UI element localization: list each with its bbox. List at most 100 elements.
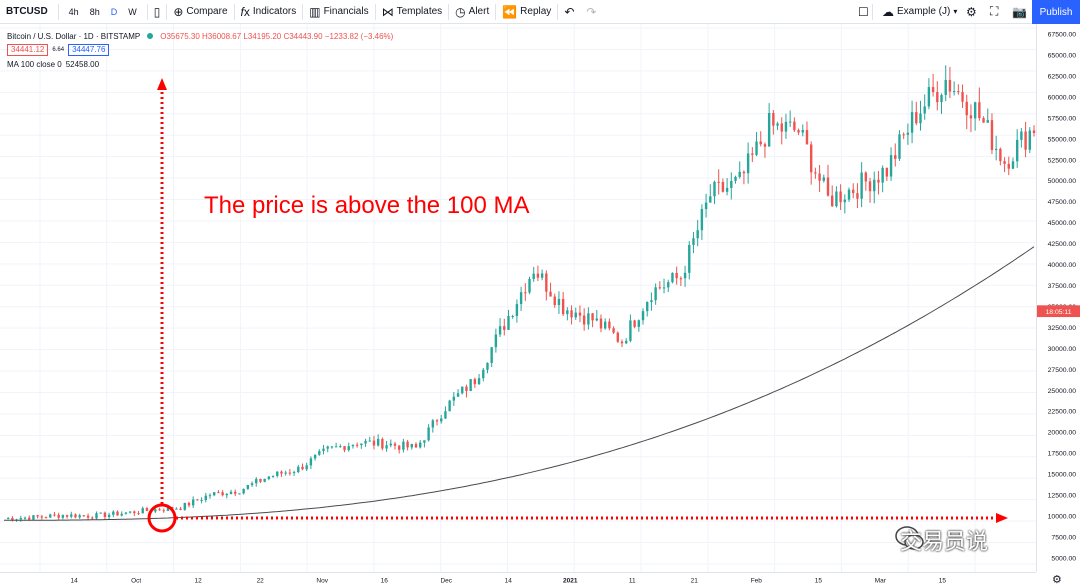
candle-body bbox=[536, 273, 540, 278]
candle-body bbox=[641, 311, 645, 321]
legend-ma-row[interactable]: MA 100 close 0 52458.00 bbox=[7, 57, 393, 71]
candle-body bbox=[288, 472, 292, 474]
alert-button[interactable]: ◷ Alert bbox=[449, 0, 495, 24]
fullscreen-toggle[interactable]: ☐ bbox=[852, 0, 875, 24]
compare-button[interactable]: ⊕ Compare bbox=[167, 0, 233, 24]
legend-quote-row: 34441.12 6.64 34447.76 bbox=[7, 43, 393, 57]
current-price-label: 18:05:11 bbox=[1045, 309, 1071, 316]
candle-body bbox=[784, 121, 788, 132]
candle-body bbox=[566, 310, 569, 315]
candle-body bbox=[683, 272, 687, 279]
current-price-marker bbox=[1037, 305, 1080, 318]
gear-icon[interactable]: ⚙ bbox=[1052, 574, 1062, 586]
candle-body bbox=[70, 514, 73, 517]
symbol-search[interactable]: BTCUSD bbox=[6, 6, 48, 17]
replay-button[interactable]: ⏪ Replay bbox=[496, 0, 557, 24]
candle-body bbox=[889, 155, 893, 177]
price-tick-label: 12500.00 bbox=[1048, 493, 1077, 500]
bid-price[interactable]: 34441.12 bbox=[7, 44, 49, 56]
candle-body bbox=[23, 517, 27, 519]
resolution-8h[interactable]: 8h bbox=[89, 6, 100, 17]
candle-body bbox=[839, 191, 842, 203]
candle-body bbox=[372, 440, 376, 446]
candle-body bbox=[221, 492, 224, 496]
candle-body bbox=[734, 176, 737, 181]
candle-body bbox=[444, 411, 447, 419]
candle-body bbox=[965, 101, 968, 116]
candle-body bbox=[389, 443, 392, 446]
candle-body bbox=[107, 514, 111, 517]
candle-body bbox=[74, 514, 77, 518]
candle-body bbox=[393, 443, 397, 446]
candle-body bbox=[776, 123, 779, 126]
divider bbox=[448, 3, 450, 20]
resolution-w[interactable]: W bbox=[128, 6, 137, 17]
time-tick-label: Dec bbox=[440, 577, 452, 584]
candle-body bbox=[301, 466, 304, 470]
price-axis[interactable]: 67500.00 65000.00 62500.00 60000.00 57500.00… bbox=[1036, 24, 1080, 572]
candle-body bbox=[952, 91, 956, 93]
candle-body bbox=[990, 120, 994, 150]
candle-body bbox=[898, 134, 901, 159]
market-status-icon bbox=[147, 33, 154, 39]
resolution-group: 4h 8h D W bbox=[59, 0, 147, 24]
candle-body bbox=[570, 310, 573, 318]
snapshot-button[interactable]: 📷 bbox=[1006, 0, 1033, 24]
redo-button[interactable]: ↷ bbox=[580, 0, 602, 24]
candle-body bbox=[662, 287, 666, 289]
resolution-d[interactable]: D bbox=[110, 6, 118, 17]
candle-body bbox=[414, 444, 418, 448]
layout-button[interactable]: ☁ Example (J) ▾ bbox=[876, 0, 963, 24]
price-chart[interactable] bbox=[0, 24, 1036, 572]
financials-button[interactable]: ▥ Financials bbox=[303, 0, 374, 24]
candle-body bbox=[805, 130, 809, 145]
arrow-right-head bbox=[996, 513, 1008, 523]
replay-label: Replay bbox=[520, 6, 552, 17]
candle-body bbox=[545, 273, 548, 292]
templates-button[interactable]: ⋈ Templates bbox=[376, 0, 449, 24]
candle-body bbox=[86, 515, 90, 518]
candle-body bbox=[961, 92, 964, 102]
divider bbox=[557, 3, 559, 20]
layout-name: Example (J) bbox=[897, 6, 951, 17]
candle-body bbox=[507, 316, 510, 330]
candle-body bbox=[1024, 131, 1027, 150]
candle-body bbox=[915, 112, 918, 124]
candle-body bbox=[305, 465, 308, 470]
function-icon: fx bbox=[240, 4, 250, 19]
price-tick-label: 32500.00 bbox=[1048, 325, 1077, 332]
candle-body bbox=[923, 106, 926, 114]
candle-body bbox=[797, 130, 800, 133]
undo-button[interactable]: ↶ bbox=[558, 0, 580, 24]
price-tick-label: 20000.00 bbox=[1048, 430, 1077, 437]
time-axis[interactable]: 14 Oct 12 22 Nov 16 Dec 14 2021 11 21 Feb 15 Mar 15 bbox=[0, 572, 1036, 586]
candle-body bbox=[427, 427, 430, 441]
candle-body bbox=[515, 304, 519, 316]
candle-body bbox=[957, 91, 960, 93]
resolution-4h[interactable]: 4h bbox=[68, 6, 79, 17]
candles-icon: ▯ bbox=[153, 4, 161, 19]
candle-body bbox=[381, 438, 384, 449]
price-tick-label: 25000.00 bbox=[1048, 388, 1077, 395]
candle-body bbox=[524, 292, 527, 294]
candle-body bbox=[1020, 131, 1023, 140]
candle-body bbox=[725, 187, 729, 192]
candle-body bbox=[7, 518, 10, 520]
cloud-icon: ☁ bbox=[882, 4, 894, 19]
expand-button[interactable]: ⛶ bbox=[984, 0, 1004, 24]
candle-body bbox=[229, 491, 233, 494]
chart-type-button[interactable]: ▯ bbox=[148, 0, 167, 24]
candle-body bbox=[204, 495, 207, 500]
candle-body bbox=[440, 418, 443, 422]
ask-price[interactable]: 34447.76 bbox=[68, 44, 110, 56]
divider bbox=[233, 3, 235, 20]
candle-body bbox=[931, 87, 935, 93]
candle-body bbox=[767, 113, 771, 147]
candle-body bbox=[246, 485, 250, 489]
candle-body bbox=[679, 278, 683, 280]
divider bbox=[495, 3, 497, 20]
candle-body bbox=[498, 326, 502, 335]
indicators-button[interactable]: fx Indicators bbox=[235, 0, 303, 24]
settings-button[interactable]: ⚙ bbox=[960, 0, 983, 24]
publish-button[interactable]: Publish bbox=[1032, 0, 1080, 24]
